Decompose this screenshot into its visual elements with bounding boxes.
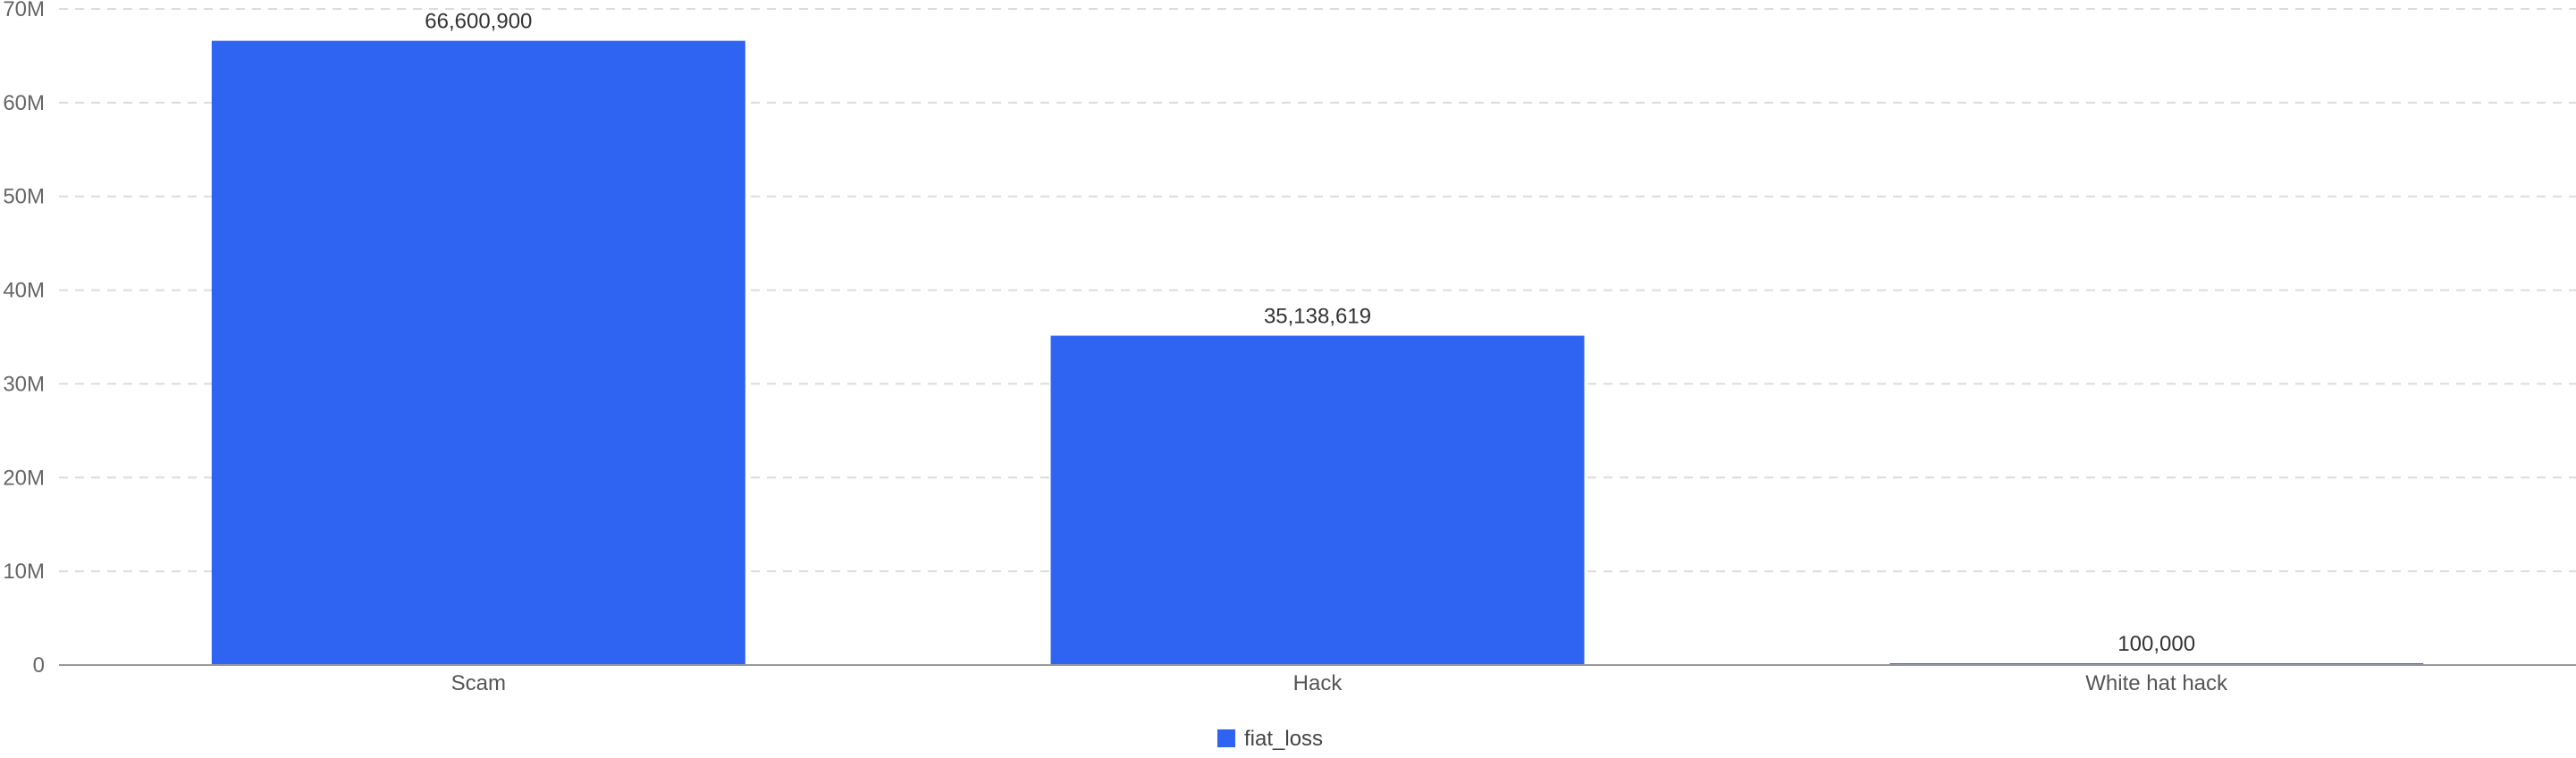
y-tick-label: 0 [33, 653, 45, 678]
bars [211, 40, 2424, 666]
y-tick-label: 60M [3, 91, 45, 115]
x-axis: Scam Hack White hat hack [59, 664, 2576, 695]
data-label: 35,138,619 [1264, 305, 1371, 329]
y-tick-label: 40M [3, 279, 45, 303]
bar[interactable] [211, 40, 745, 666]
legend-label[interactable]: fiat_loss [1244, 727, 1323, 751]
y-tick-label: 70M [3, 0, 45, 21]
y-axis: 0 10M 20M 30M 40M 50M 60M 70M [3, 0, 45, 678]
y-tick-label: 30M [3, 372, 45, 396]
legend[interactable]: fiat_loss [1217, 727, 1323, 751]
x-tick-label: Hack [1293, 671, 1343, 695]
bar[interactable] [1050, 335, 1585, 665]
x-tick-label: Scam [451, 671, 506, 695]
data-labels: 66,600,900 35,138,619 100,000 [425, 10, 2195, 656]
legend-swatch[interactable] [1217, 729, 1235, 747]
y-tick-label: 10M [3, 560, 45, 584]
x-tick-label: White hat hack [2085, 671, 2228, 695]
y-tick-label: 50M [3, 185, 45, 209]
y-tick-label: 20M [3, 466, 45, 490]
data-label: 66,600,900 [425, 10, 532, 34]
data-label: 100,000 [2117, 632, 2195, 656]
